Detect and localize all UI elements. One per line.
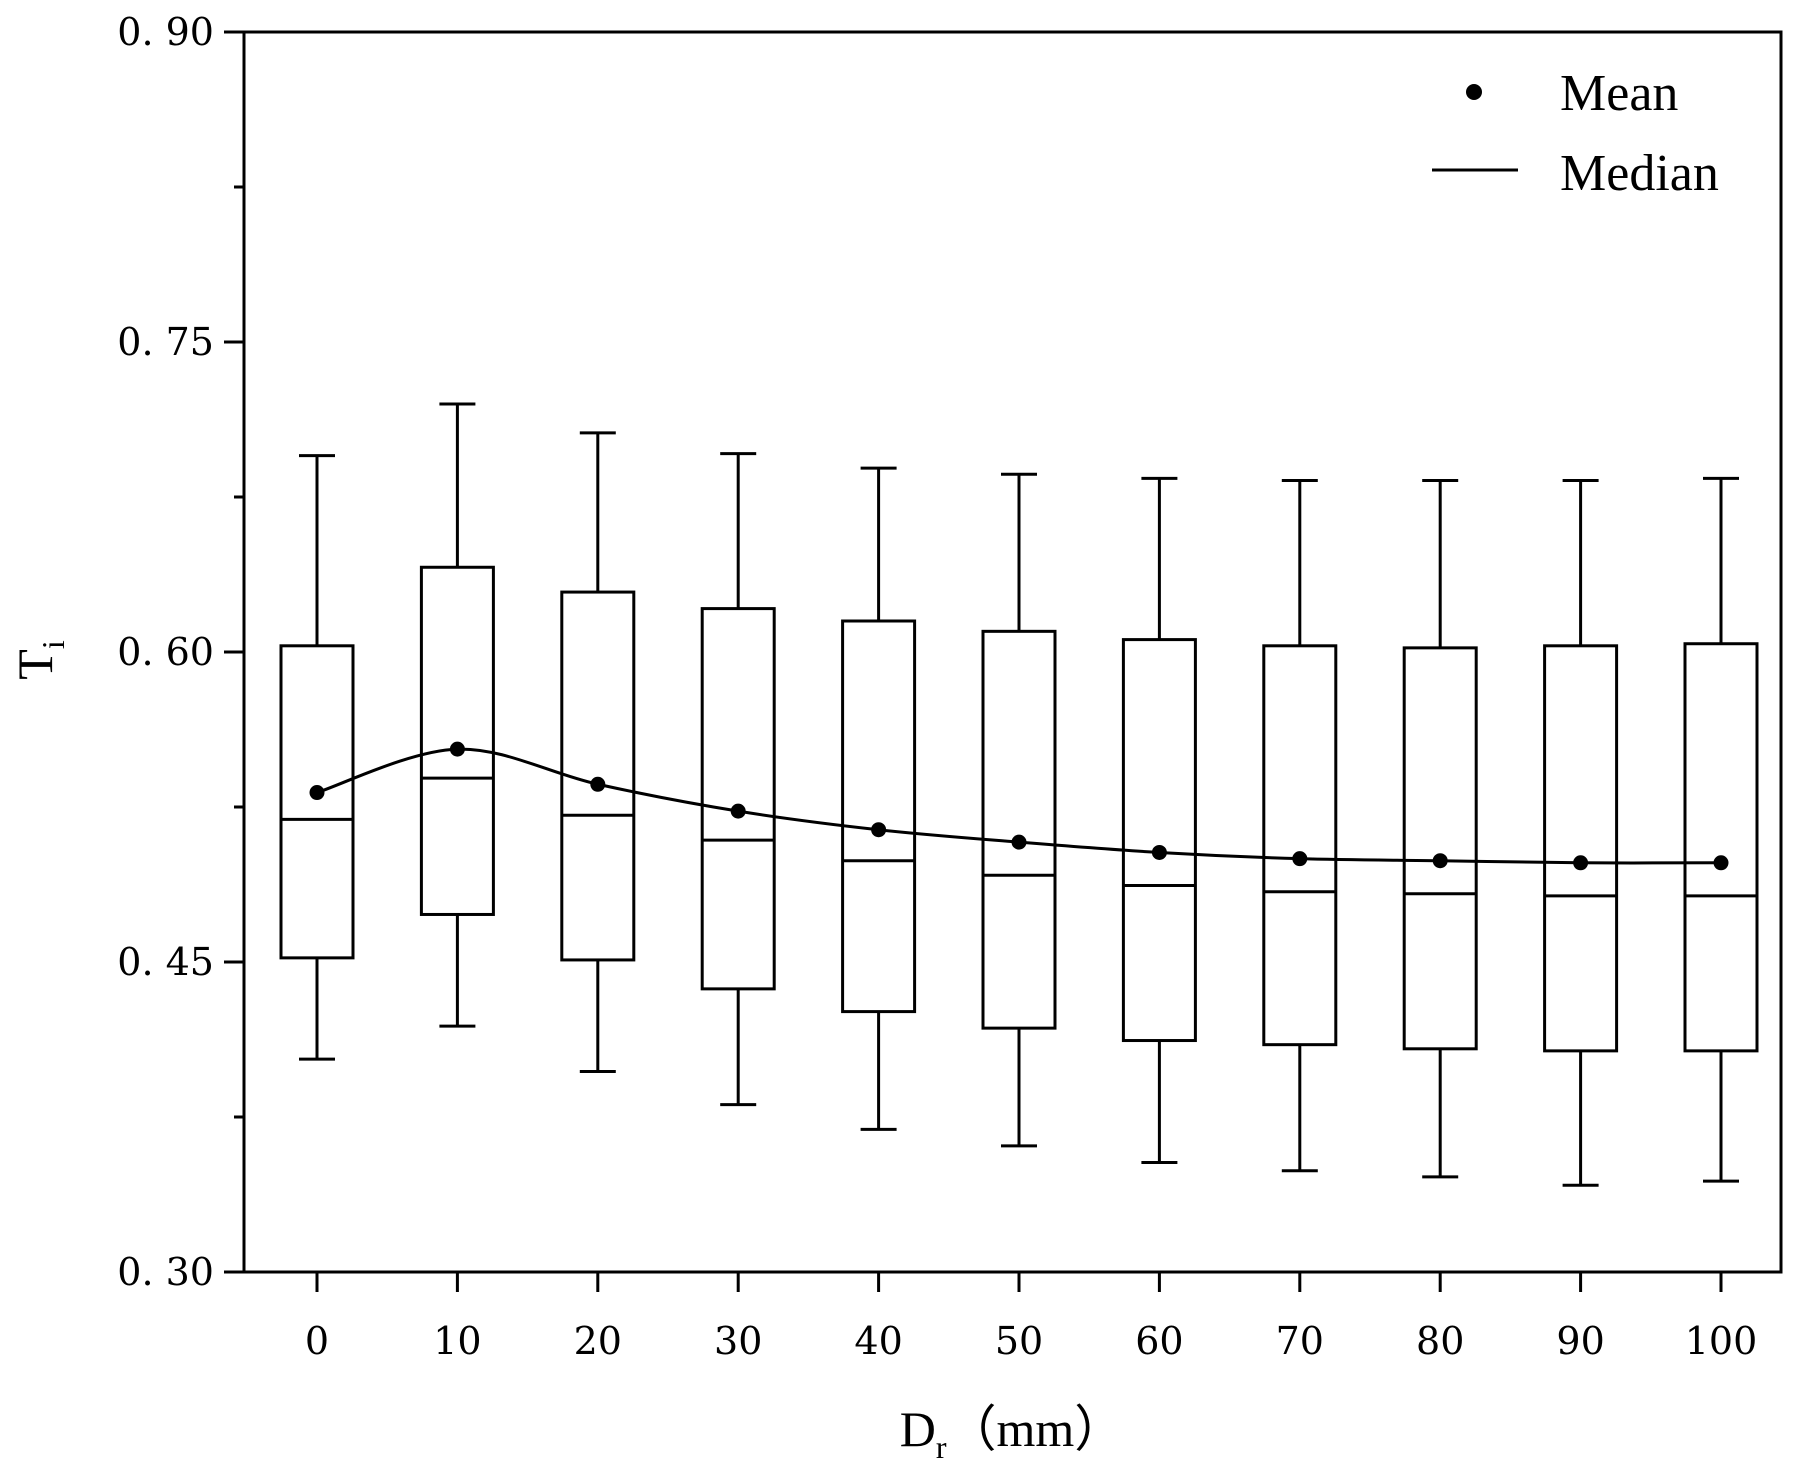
y-tick-label: 0. 75 xyxy=(117,320,214,364)
mean-point xyxy=(1011,834,1027,850)
legend-median-label: Median xyxy=(1560,145,1719,202)
box-series xyxy=(279,402,1759,1187)
box-iqr xyxy=(1683,642,1759,1053)
box-plot-item xyxy=(279,454,355,1061)
mean-point xyxy=(1713,855,1729,871)
x-tick-label: 30 xyxy=(714,1319,762,1363)
y-tick-label: 0. 45 xyxy=(117,940,214,984)
mean-point xyxy=(1292,851,1308,867)
box-plot-item xyxy=(1121,476,1197,1164)
box-plot-item xyxy=(981,472,1057,1148)
box-plot-item xyxy=(1402,478,1478,1179)
mean-point xyxy=(1573,855,1589,871)
box-plot-item xyxy=(700,452,776,1107)
mean-point xyxy=(309,785,325,801)
mean-point xyxy=(1151,844,1167,860)
legend-mean-marker xyxy=(1466,84,1482,100)
x-axis-title-main: D xyxy=(900,1401,936,1457)
box-plot-item xyxy=(1262,478,1338,1173)
box-plot-item xyxy=(1683,476,1759,1183)
x-tick-label: 90 xyxy=(1556,1319,1604,1363)
x-tick-label: 10 xyxy=(433,1319,481,1363)
mean-point xyxy=(871,822,887,838)
x-axis-title: Dr（mm） xyxy=(900,1401,1125,1465)
x-tick-label: 80 xyxy=(1416,1319,1464,1363)
y-tick-label: 0. 60 xyxy=(117,630,214,674)
x-tick-label: 60 xyxy=(1135,1319,1183,1363)
x-tick-label: 50 xyxy=(995,1319,1043,1363)
box-plot-item xyxy=(560,431,636,1074)
x-tick-label: 0 xyxy=(305,1319,329,1363)
x-tick-label: 100 xyxy=(1685,1319,1758,1363)
legend: Mean Median xyxy=(1432,65,1719,202)
mean-point xyxy=(1432,853,1448,869)
x-axis-title-sub: r xyxy=(936,1429,947,1465)
x-axis-title-unit: （mm） xyxy=(946,1401,1124,1457)
mean-point xyxy=(730,803,746,819)
y-tick-label: 0. 90 xyxy=(117,10,214,54)
mean-point xyxy=(449,741,465,757)
box-iqr xyxy=(1262,644,1338,1047)
box-plot-item xyxy=(419,402,495,1028)
x-tick-label: 40 xyxy=(854,1319,902,1363)
box-iqr xyxy=(981,629,1057,1030)
box-iqr xyxy=(279,644,355,960)
x-tick-label: 70 xyxy=(1276,1319,1324,1363)
mean-point xyxy=(590,776,606,792)
box-iqr xyxy=(560,590,636,962)
box-iqr xyxy=(841,619,917,1014)
box-iqr xyxy=(1543,644,1619,1053)
box-iqr xyxy=(1121,638,1197,1043)
box-iqr xyxy=(700,607,776,991)
box-iqr xyxy=(1402,646,1478,1051)
x-tick-label: 20 xyxy=(574,1319,622,1363)
y-axis-title: Ti xyxy=(7,640,71,680)
box-iqr xyxy=(419,565,495,916)
legend-mean-label: Mean xyxy=(1560,65,1678,122)
y-axis-title-sub: i xyxy=(35,640,71,649)
y-axis: 0. 30 0. 45 0. 60 0. 75 0. 90 xyxy=(117,10,244,1294)
box-plot-item xyxy=(841,466,917,1131)
box-plot-item xyxy=(1543,478,1619,1187)
y-axis-title-main: T xyxy=(7,649,63,680)
x-axis: 0 10 20 30 40 50 60 70 80 90 100 xyxy=(305,1272,1757,1363)
mean-series xyxy=(309,741,1729,871)
y-tick-label: 0. 30 xyxy=(117,1250,214,1294)
